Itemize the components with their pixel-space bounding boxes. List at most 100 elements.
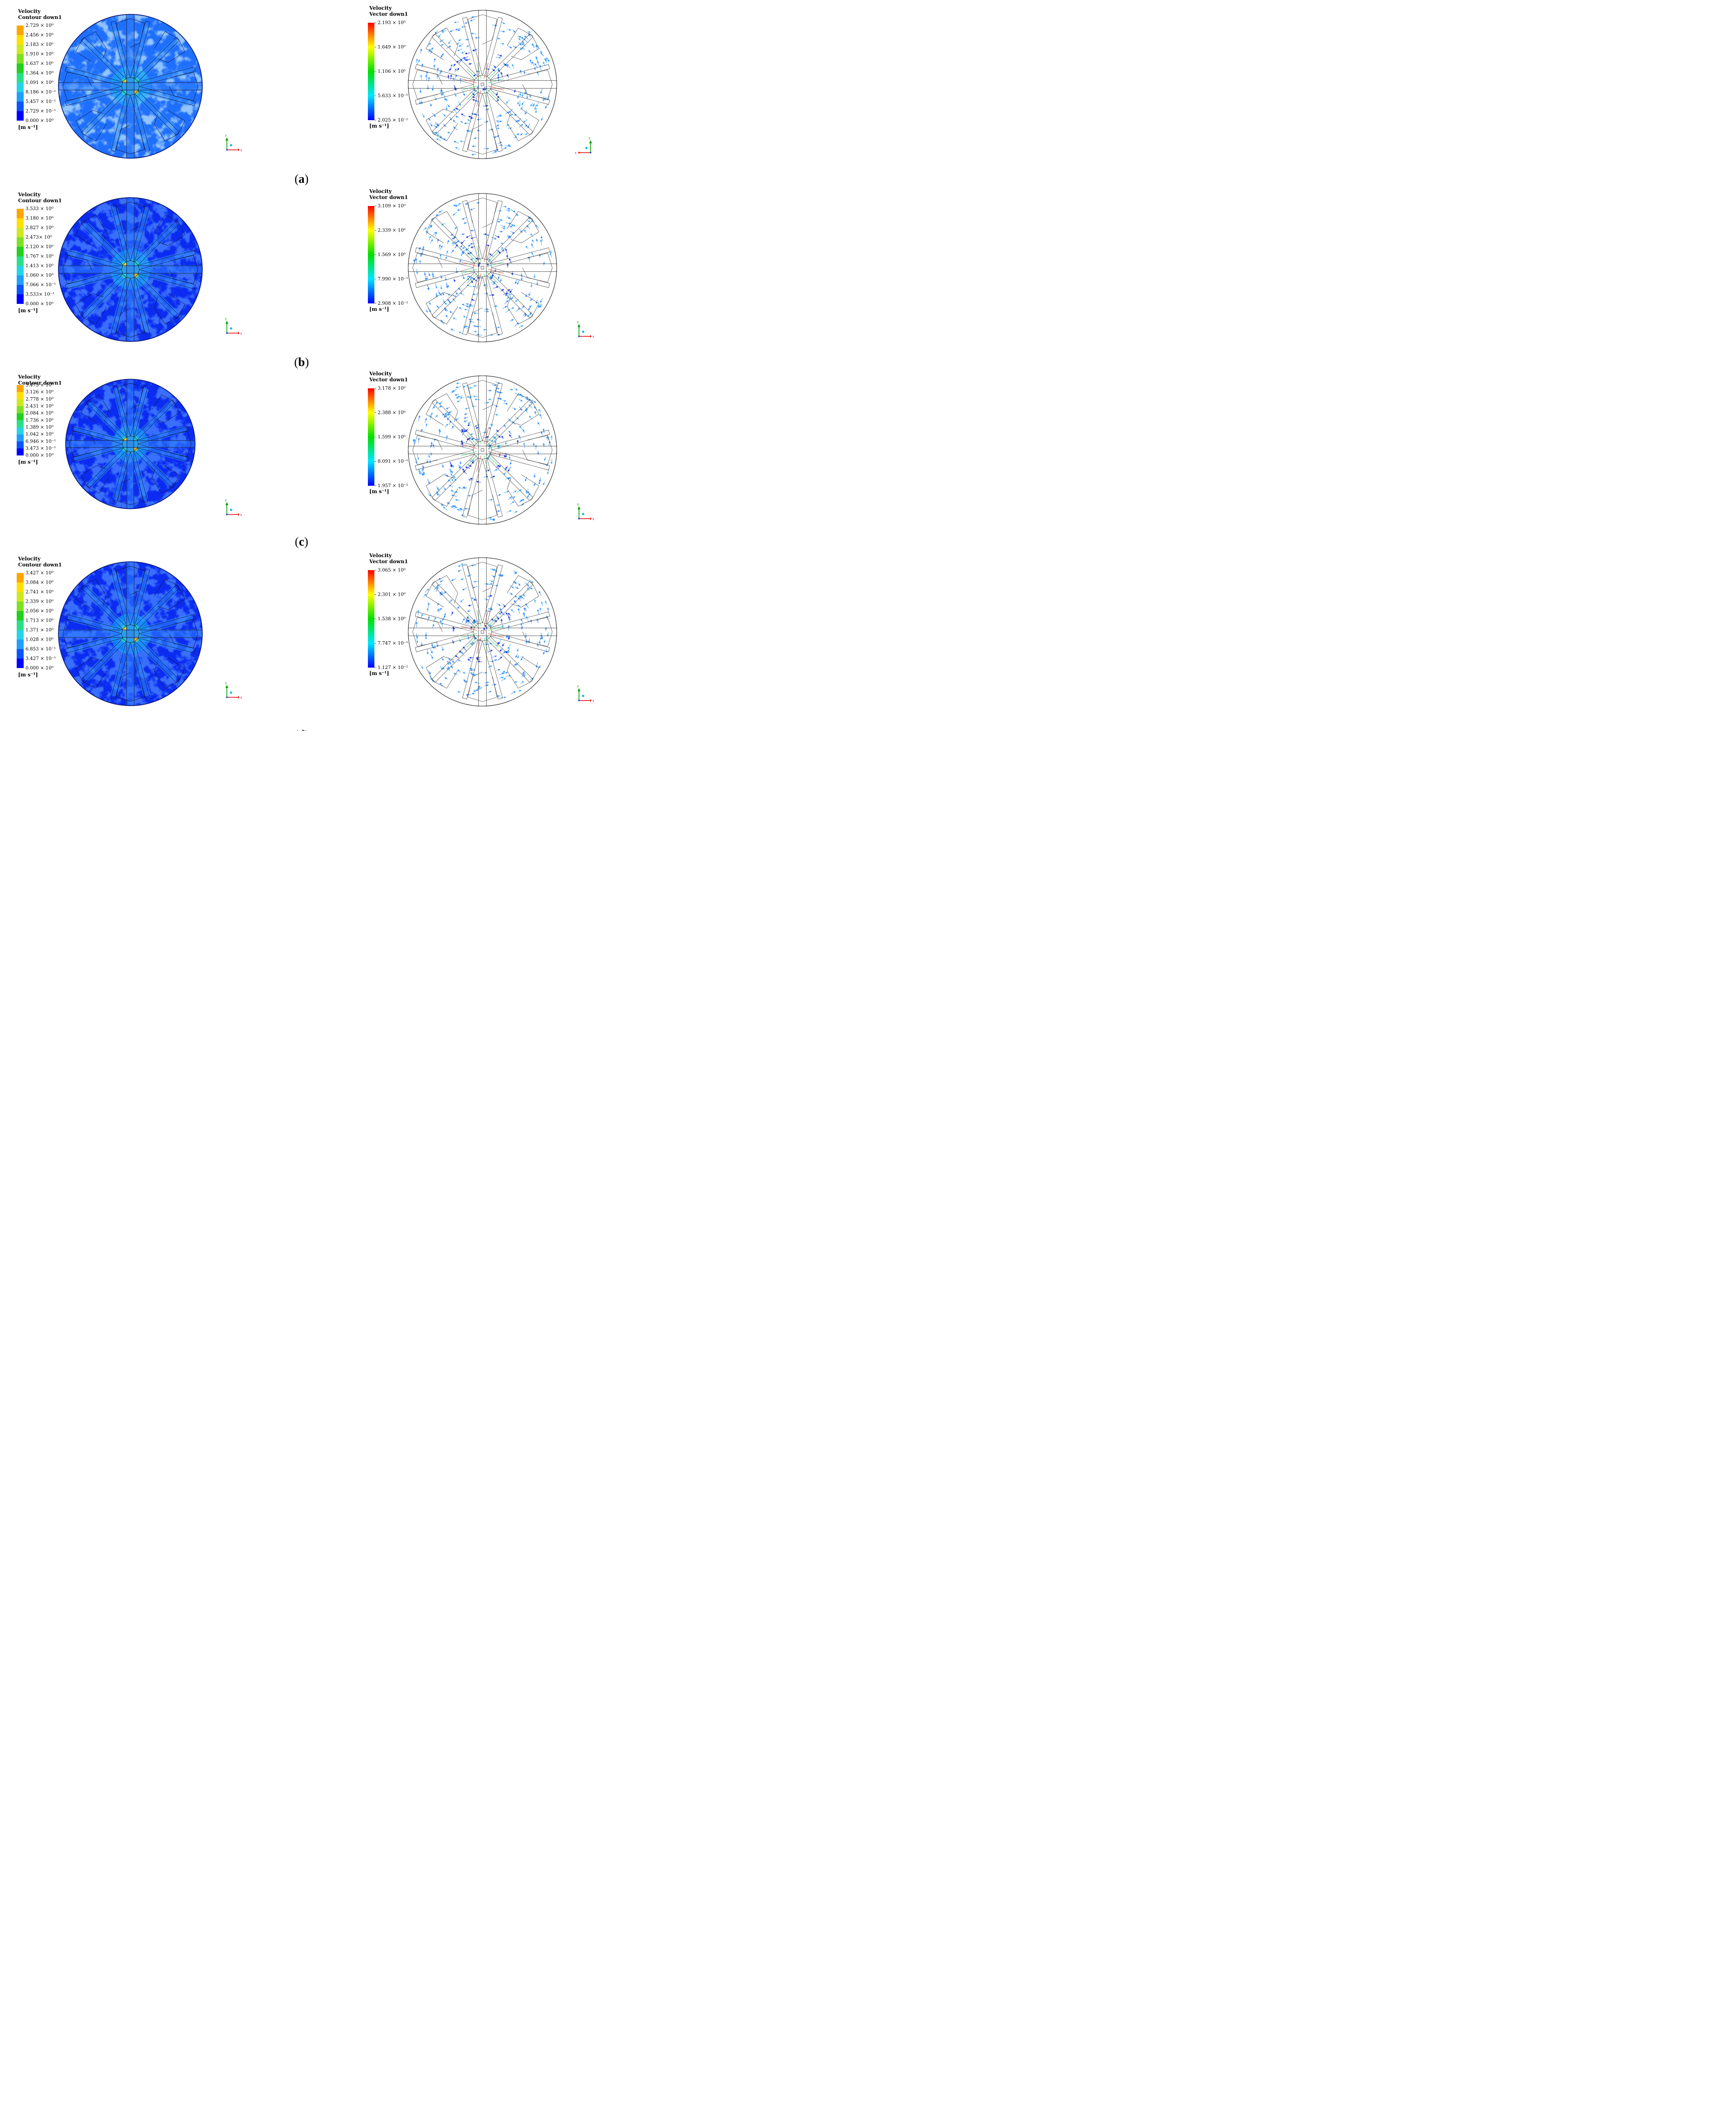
velocity-vector-arrow [497, 120, 502, 123]
axis-y-label: y [225, 134, 227, 137]
velocity-vector-arrow [510, 223, 514, 226]
contour-tick-label: 1.413 × 10⁰ [26, 264, 53, 269]
vector-disk [408, 375, 557, 525]
vector-tick-label: 3.178 × 10⁰ [378, 386, 405, 391]
contour-color-band [17, 601, 24, 611]
velocity-vector-arrow [456, 396, 460, 399]
velocity-vector-arrow [508, 477, 511, 480]
velocity-vector-arrow [489, 277, 493, 280]
velocity-vector-arrow [459, 307, 463, 310]
velocity-vector-arrow [441, 53, 444, 57]
contour-color-band [17, 54, 24, 64]
velocity-vector-arrow [452, 77, 455, 82]
velocity-vector-arrow [443, 615, 445, 619]
velocity-vector-arrow [501, 678, 506, 682]
velocity-vector-arrow [457, 508, 462, 512]
velocity-vector-arrow [529, 579, 534, 583]
velocity-vector-arrow [462, 587, 467, 591]
velocity-vector-arrow [501, 249, 505, 252]
contour-disk [58, 561, 203, 706]
vector-disk [408, 10, 557, 159]
velocity-vector-arrow [491, 283, 495, 285]
velocity-vector-arrow [420, 100, 423, 104]
velocity-vector-arrow [491, 281, 496, 283]
velocity-vector-arrow [497, 218, 503, 221]
velocity-vector-arrow [494, 390, 500, 393]
velocity-vector-arrow [430, 415, 432, 420]
velocity-vector-arrow [490, 476, 495, 478]
velocity-vector-arrow [457, 208, 462, 211]
velocity-vector-arrow [436, 642, 438, 647]
velocity-vector-arrow [495, 120, 499, 122]
velocity-vector-arrow [503, 491, 509, 494]
velocity-vector-arrow [460, 508, 465, 511]
velocity-vector-arrow [427, 117, 431, 121]
velocity-vector-arrow [540, 239, 542, 245]
contour-tick-label: 3.126 × 10⁰ [26, 390, 53, 395]
vector-tick-label: 3.109 × 10⁰ [378, 204, 405, 209]
velocity-vector-arrow [538, 665, 541, 669]
velocity-vector-arrow [525, 396, 529, 399]
velocity-vector-arrow [523, 673, 526, 677]
velocity-vector-arrow [444, 95, 446, 101]
velocity-vector-arrow [461, 26, 466, 28]
velocity-vector-arrow [521, 277, 523, 281]
velocity-vector-arrow [462, 469, 466, 471]
axis-x-label: x [240, 514, 242, 517]
velocity-vector-arrow [509, 460, 512, 465]
velocity-vector-arrow [495, 387, 500, 390]
velocity-vector-arrow [529, 311, 532, 315]
axis-y-label: y [225, 682, 227, 685]
velocity-vector-arrow [457, 399, 461, 403]
velocity-vector-arrow [535, 225, 539, 228]
velocity-vector-arrow [461, 651, 465, 656]
velocity-vector-arrow [451, 578, 457, 581]
velocity-vector-arrow [442, 292, 444, 296]
contour-color-band [17, 83, 24, 92]
velocity-vector-arrow [507, 217, 511, 219]
velocity-vector-arrow [438, 607, 442, 612]
velocity-vector-arrow [446, 668, 450, 671]
vector-legend-subtitle: Vector down1 [369, 559, 408, 565]
velocity-vector-arrow [425, 230, 428, 235]
velocity-vector-arrow [448, 599, 452, 604]
axis-x-label: x [240, 149, 242, 152]
velocity-vector-arrow [472, 92, 475, 96]
velocity-vector-arrow [458, 101, 461, 106]
velocity-vector-arrow [427, 284, 430, 290]
velocity-vector-arrow [461, 51, 466, 54]
velocity-vector-arrow [512, 29, 516, 33]
velocity-vector-arrow [472, 49, 477, 51]
velocity-vector-arrow [451, 237, 457, 239]
velocity-vector-arrow [428, 301, 431, 305]
velocity-vector-arrow [432, 406, 435, 410]
velocity-vector-arrow [506, 124, 509, 127]
contour-tick-label: 1.713 × 10⁰ [26, 618, 53, 624]
velocity-vector-arrow [491, 237, 497, 240]
velocity-vector-arrow [462, 90, 465, 96]
velocity-vector-arrow [514, 511, 518, 513]
velocity-vector-arrow [459, 43, 463, 47]
velocity-vector-arrow [466, 45, 470, 47]
velocity-vector-arrow [518, 597, 521, 601]
velocity-vector-arrow [446, 282, 449, 288]
velocity-vector-arrow [546, 615, 549, 621]
velocity-vector-arrow [441, 43, 444, 46]
velocity-vector-arrow [455, 28, 460, 31]
velocity-vector-arrow [456, 386, 461, 388]
velocity-vector-arrow [502, 604, 506, 608]
contour-tick-label: 1.389 × 10⁰ [26, 425, 53, 430]
velocity-vector-arrow [432, 131, 437, 134]
velocity-vector-arrow [457, 28, 462, 31]
velocity-vector-arrow [468, 479, 472, 481]
velocity-vector-arrow [442, 666, 445, 670]
velocity-vector-arrow [455, 417, 459, 421]
velocity-vector-arrow [450, 462, 452, 467]
velocity-vector-arrow [503, 672, 508, 674]
velocity-vector-arrow [519, 425, 523, 430]
velocity-vector-arrow [465, 38, 469, 41]
contour-tick-label: 2.729 × 10⁻¹ [26, 109, 56, 114]
